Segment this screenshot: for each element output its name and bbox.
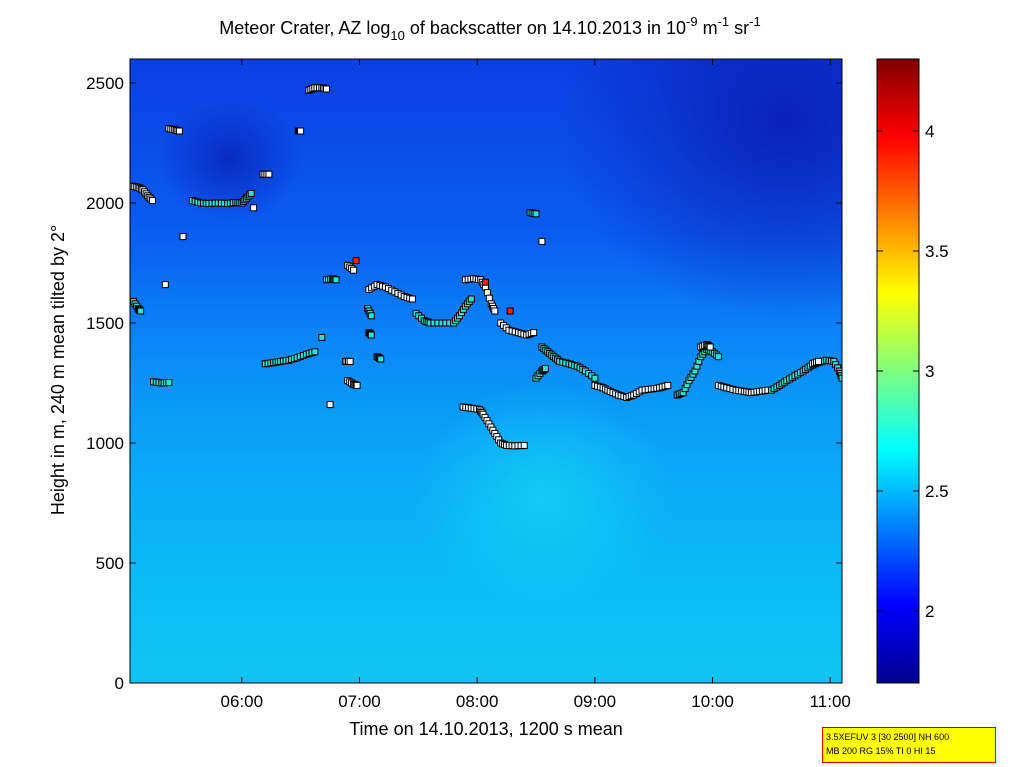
cloud-marker xyxy=(148,197,156,205)
colorbar-tick-label: 3.5 xyxy=(925,242,949,261)
cloud-marker xyxy=(538,237,546,245)
cloud-marker xyxy=(346,357,354,365)
x-tick-label: 08:00 xyxy=(456,692,499,711)
colorbar-tick-label: 3 xyxy=(925,362,934,381)
cloud-marker xyxy=(838,374,842,382)
cloud-marker xyxy=(350,266,358,274)
cloud-marker xyxy=(530,329,538,337)
cloud-marker xyxy=(332,276,340,284)
plot-frame xyxy=(129,58,843,684)
y-tick-label: 0 xyxy=(115,674,124,693)
x-axis: 06:00 07:00 08:00 09:00 10:00 11:00 xyxy=(221,59,851,711)
cloud-marker xyxy=(318,333,326,341)
cloud-marker xyxy=(714,353,722,361)
y-tick-label: 1000 xyxy=(86,434,124,453)
colorbar-tick-label: 2 xyxy=(925,602,934,621)
cloud-marker xyxy=(591,374,599,382)
cloud-marker xyxy=(352,257,360,265)
x-tick-label: 06:00 xyxy=(221,692,264,711)
cloud-marker xyxy=(532,210,540,218)
cloud-marker xyxy=(353,381,361,389)
cloud-marker xyxy=(161,281,169,289)
y-tick-label: 1500 xyxy=(86,314,124,333)
cloud-marker xyxy=(175,127,183,135)
info-box-line1: 3.5XEFUV 3 [30 2500] NH 600 xyxy=(826,732,950,742)
y-tick-label: 500 xyxy=(96,554,124,573)
cloud-marker xyxy=(664,381,672,389)
colorbar-tick-label: 4 xyxy=(925,122,934,141)
cloud-marker xyxy=(367,331,375,339)
cloud-marker xyxy=(467,295,475,303)
colorbar-ticks: 2 2.5 3 3.5 4 xyxy=(877,122,949,621)
cloud-marker xyxy=(520,441,528,449)
cloud-marker xyxy=(297,127,305,135)
x-tick-label: 11:00 xyxy=(810,692,851,711)
cloud-marker xyxy=(506,307,514,315)
cloud-marker xyxy=(481,278,489,286)
cloud-marker xyxy=(165,379,173,386)
cloud-marker xyxy=(247,189,255,197)
cloud-marker xyxy=(311,348,319,356)
cloud-marker xyxy=(706,343,714,351)
x-tick-label: 09:00 xyxy=(574,692,617,711)
cloud-marker xyxy=(491,307,499,315)
cloud-marker xyxy=(323,85,330,93)
cloud-marker xyxy=(250,204,258,212)
cloud-marker xyxy=(265,170,273,178)
x-tick-label: 07:00 xyxy=(338,692,381,711)
y-tick-label: 2000 xyxy=(86,194,124,213)
chart-title: Meteor Crater, AZ log10 of backscatter o… xyxy=(219,14,760,43)
x-axis-label: Time on 14.10.2013, 1200 s mean xyxy=(349,719,623,739)
cloud-marker xyxy=(326,401,334,409)
cloud-markers xyxy=(130,84,842,450)
y-axis: 0 500 1000 1500 2000 2500 xyxy=(86,74,842,693)
info-box-line2: MB 200 RG 15% TI 0 HI 15 xyxy=(826,746,936,756)
info-box: 3.5XEFUV 3 [30 2500] NH 600 MB 200 RG 15… xyxy=(822,727,996,763)
y-tick-label: 2500 xyxy=(86,74,124,93)
heatmap-field xyxy=(130,59,842,683)
colorbar-tick-label: 2.5 xyxy=(925,482,949,501)
cloud-marker xyxy=(179,233,187,241)
cloud-marker xyxy=(541,365,549,373)
cloud-marker xyxy=(815,357,822,365)
cloud-marker xyxy=(137,307,145,315)
cloud-marker xyxy=(408,295,416,303)
x-tick-label: 10:00 xyxy=(691,692,734,711)
y-axis-label: Height in m, 240 m mean tilted by 2° xyxy=(48,225,68,515)
cloud-marker xyxy=(367,312,375,320)
colorbar xyxy=(876,58,920,684)
cloud-marker xyxy=(377,355,385,363)
